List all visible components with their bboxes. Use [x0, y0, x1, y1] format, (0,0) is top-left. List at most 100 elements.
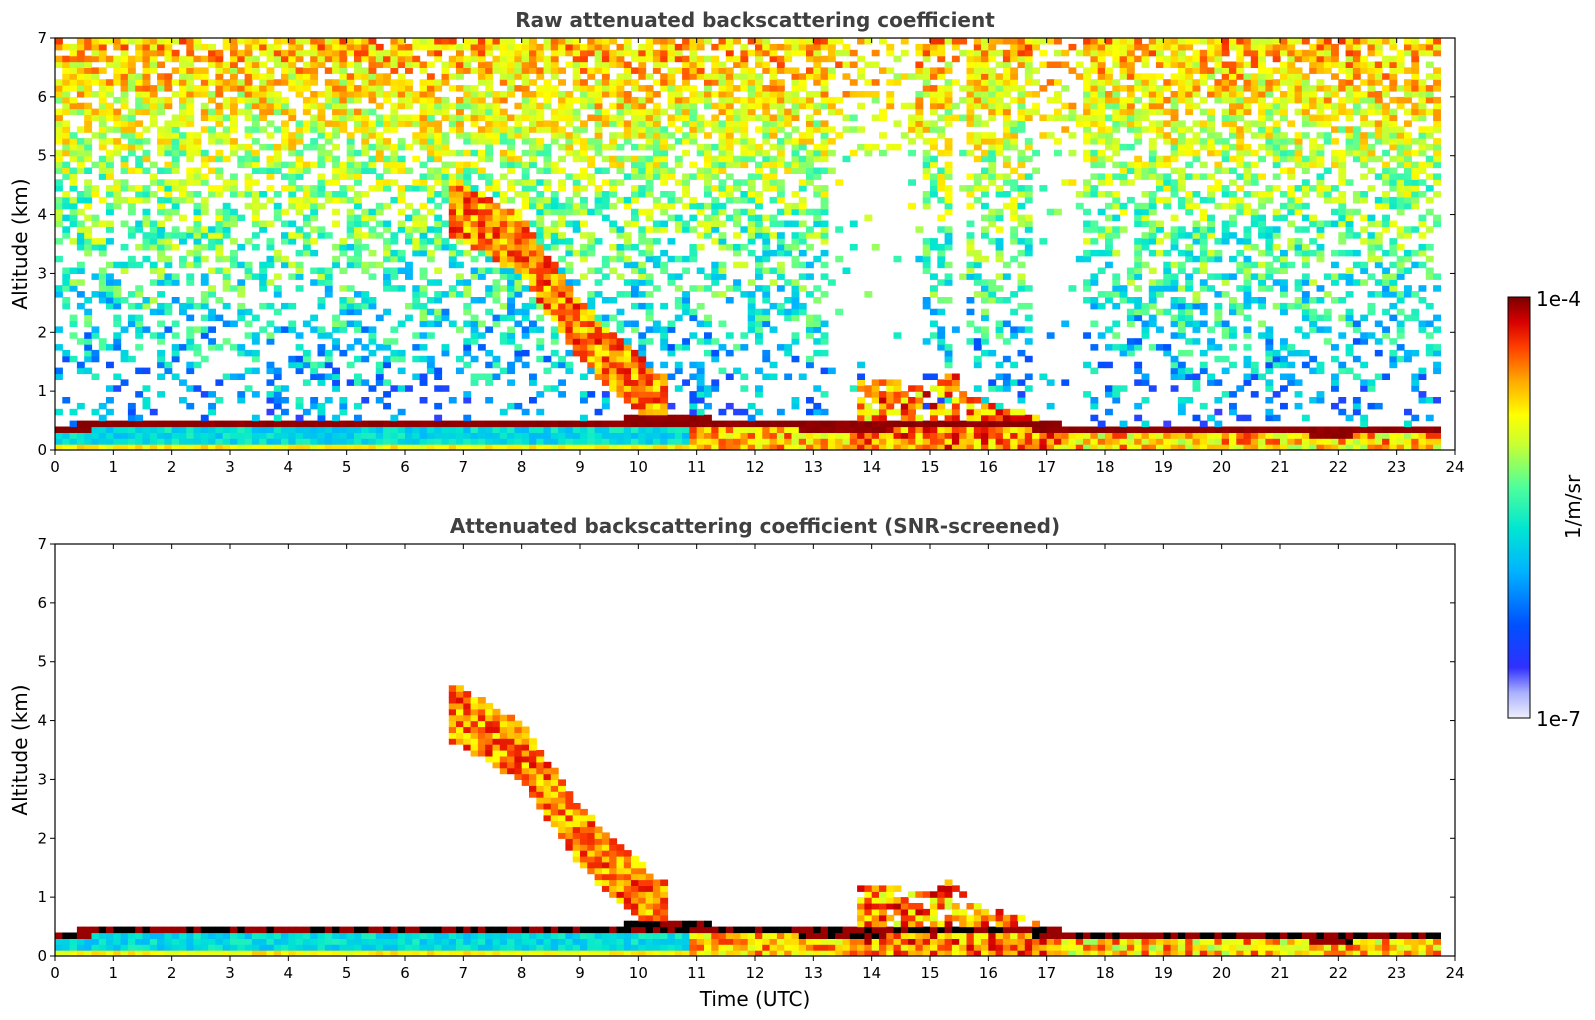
heatmap-cell	[966, 138, 975, 145]
heatmap-cell	[375, 232, 384, 239]
heatmap-cell	[696, 61, 705, 68]
heatmap-cell	[747, 155, 756, 163]
heatmap-cell	[397, 255, 406, 263]
heatmap-cell	[623, 379, 632, 386]
heatmap-cell	[361, 108, 370, 116]
heatmap-cell	[470, 38, 479, 45]
heatmap-cell	[521, 326, 530, 333]
heatmap-cell	[507, 402, 515, 410]
heatmap-cell	[266, 173, 275, 180]
heatmap-cell	[558, 291, 566, 298]
heatmap-cell	[558, 38, 566, 45]
heatmap-cell	[215, 114, 224, 121]
heatmap-cell	[317, 49, 326, 57]
heatmap-cell	[375, 438, 384, 445]
heatmap-cell	[215, 173, 224, 180]
heatmap-cell	[558, 67, 566, 74]
heatmap-cell	[222, 67, 231, 74]
heatmap-cell	[361, 73, 370, 80]
heatmap-cell	[652, 426, 661, 433]
heatmap-cell	[84, 367, 93, 375]
heatmap-cell	[339, 126, 348, 133]
heatmap-cell	[266, 408, 275, 416]
heatmap-cell	[966, 238, 975, 245]
heatmap-cell	[426, 114, 435, 121]
heatmap-cell	[616, 167, 625, 174]
heatmap-cell	[383, 338, 391, 345]
heatmap-cell	[200, 255, 209, 263]
heatmap-cell	[288, 191, 297, 198]
heatmap-cell	[171, 426, 180, 433]
heatmap-cell	[536, 432, 545, 439]
heatmap-cell	[157, 291, 165, 298]
heatmap-cell	[251, 432, 260, 439]
heatmap-cell	[689, 96, 698, 104]
heatmap-cell	[405, 232, 413, 239]
heatmap-cell	[157, 244, 165, 251]
heatmap-cell	[543, 285, 552, 292]
heatmap-cell	[208, 426, 216, 433]
heatmap-cell	[499, 408, 508, 416]
heatmap-cell	[580, 373, 588, 380]
heatmap-cell	[718, 138, 727, 145]
heatmap-cell	[798, 179, 807, 186]
heatmap-cell	[84, 120, 93, 127]
heatmap-cell	[689, 408, 698, 416]
heatmap-cell	[616, 426, 625, 433]
heatmap-cell	[536, 196, 545, 204]
heatmap-cell	[448, 214, 457, 222]
heatmap-cell	[930, 185, 938, 192]
heatmap-cell	[259, 226, 268, 233]
heatmap-cell	[397, 355, 406, 363]
heatmap-cell	[776, 96, 785, 104]
heatmap-cell	[521, 261, 530, 269]
heatmap-cell	[237, 79, 246, 86]
heatmap-cell	[601, 438, 610, 445]
heatmap-cell	[215, 426, 224, 433]
heatmap-cell	[944, 138, 953, 145]
heatmap-cell	[69, 355, 78, 363]
heatmap-cell	[652, 385, 661, 392]
heatmap-cell	[383, 420, 391, 428]
heatmap-cell	[514, 49, 523, 57]
heatmap-cell	[55, 108, 63, 116]
heatmap-cell	[412, 55, 421, 63]
heatmap-cell	[638, 126, 647, 133]
heatmap-cell	[514, 432, 523, 439]
heatmap-cell	[536, 167, 545, 174]
heatmap-cell	[623, 173, 632, 180]
heatmap-cell	[623, 67, 632, 74]
heatmap-cell	[302, 426, 311, 433]
heatmap-cell	[390, 326, 399, 333]
heatmap-cell	[674, 414, 683, 422]
heatmap-cell	[302, 220, 311, 227]
heatmap-cell	[273, 255, 282, 263]
heatmap-cell	[405, 43, 413, 51]
heatmap-cell	[463, 238, 472, 245]
heatmap-cell	[718, 244, 727, 251]
heatmap-cell	[806, 161, 814, 169]
heatmap-cell	[113, 96, 122, 104]
heatmap-cell	[186, 155, 195, 163]
heatmap-cell	[339, 96, 348, 104]
heatmap-cell	[485, 38, 494, 45]
heatmap-cell	[368, 73, 377, 80]
heatmap-cell	[973, 444, 982, 450]
heatmap-cell	[179, 379, 187, 386]
heatmap-cell	[755, 285, 763, 292]
heatmap-cell	[879, 426, 887, 433]
heatmap-cell	[310, 126, 319, 133]
heatmap-cell	[135, 391, 144, 398]
heatmap-cell	[587, 291, 596, 298]
heatmap-cell	[594, 426, 603, 433]
heatmap-cell	[755, 408, 763, 416]
heatmap-cell	[426, 320, 435, 327]
heatmap-cell	[930, 85, 938, 92]
heatmap-cell	[623, 132, 632, 139]
heatmap-cell	[383, 120, 391, 127]
heatmap-cell	[91, 220, 100, 227]
heatmap-cell	[645, 179, 654, 186]
heatmap-cell	[230, 179, 238, 186]
heatmap-cell	[558, 273, 566, 280]
heatmap-cell	[827, 96, 836, 104]
